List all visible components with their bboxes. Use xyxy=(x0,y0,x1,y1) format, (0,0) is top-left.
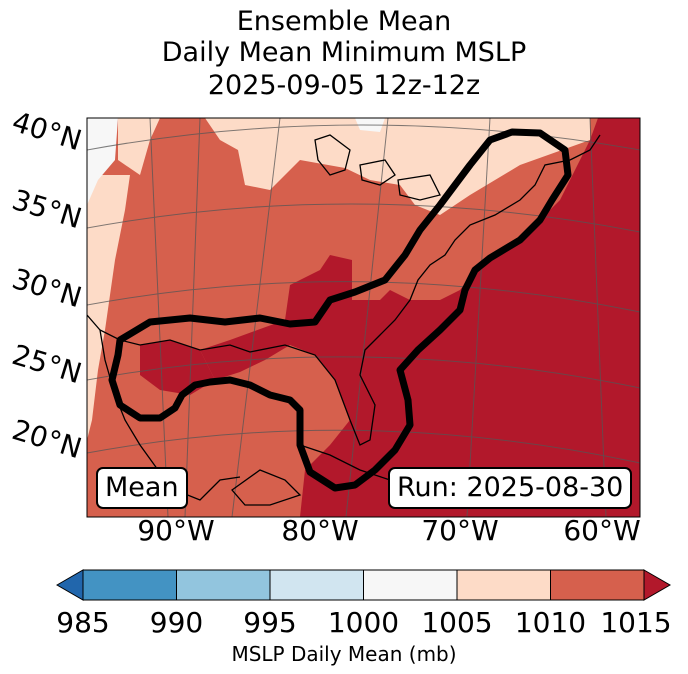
colorbar-tick-1015: 1015 xyxy=(600,606,672,639)
lon-label-80w: 80°W xyxy=(281,514,359,547)
colorbar-segment xyxy=(456,569,551,601)
pressure-field-1000-1005 xyxy=(87,118,118,205)
run-date-label: Run: 2025-08-30 xyxy=(388,467,633,509)
colorbar-tick-995: 995 xyxy=(243,606,297,639)
lon-label-70w: 70°W xyxy=(421,514,499,547)
colorbar xyxy=(55,569,672,601)
colorbar-tick-990: 990 xyxy=(149,606,204,639)
ensemble-contour xyxy=(108,128,572,492)
lon-label-90w: 90°W xyxy=(137,514,215,547)
colorbar-tick-1000: 1000 xyxy=(327,606,400,639)
title-line-2: Daily Mean Minimum MSLP xyxy=(161,37,527,68)
colorbar-tick-985: 985 xyxy=(56,606,110,639)
colorbar-segment xyxy=(550,569,645,601)
colorbar-segment xyxy=(82,569,177,601)
colorbar-extend-high xyxy=(643,569,672,601)
colorbar-extend-low xyxy=(55,569,84,601)
lon-label-60w: 60°W xyxy=(563,514,641,547)
title-line-1: Ensemble Mean xyxy=(236,6,452,37)
colorbar-segment xyxy=(269,569,364,601)
pressure-field-1005-1010-west xyxy=(87,118,160,440)
colorbar-tick-1010: 1010 xyxy=(514,606,587,639)
pressure-field-over-1015 xyxy=(200,118,640,517)
colorbar-label: MSLP Daily Mean (mb) xyxy=(231,642,457,666)
colorbar-segment xyxy=(363,569,458,601)
colorbar-segment xyxy=(176,569,271,601)
map-frame xyxy=(86,117,641,518)
mean-label: Mean xyxy=(96,467,188,509)
colorbar-tick-1005: 1005 xyxy=(421,606,493,639)
title-line-3: 2025-09-05 12z-12z xyxy=(207,70,481,101)
